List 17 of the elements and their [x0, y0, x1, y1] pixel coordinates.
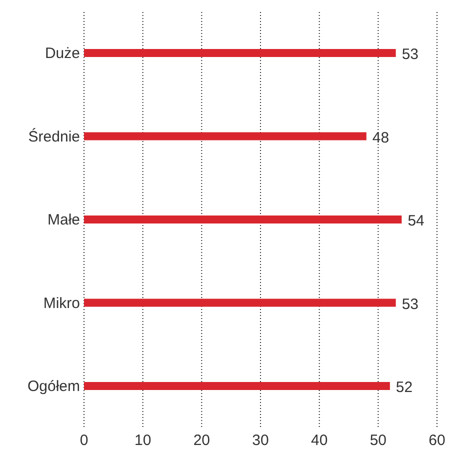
- x-tick-label: 40: [310, 432, 328, 449]
- data-label: 53: [402, 296, 419, 313]
- x-tick-label: 30: [252, 432, 269, 449]
- x-tick-label: 10: [134, 432, 152, 449]
- data-label: 48: [372, 129, 390, 146]
- data-label: 54: [408, 212, 424, 230]
- x-tick-label: 20: [193, 432, 210, 449]
- y-tick-label: Mikro: [43, 294, 80, 312]
- y-tick-label: Średnie: [28, 127, 80, 146]
- y-tick-label: Ogółem: [27, 378, 80, 395]
- x-tick-label: 0: [80, 432, 88, 449]
- x-tick-label: 50: [370, 432, 387, 449]
- data-label: 52: [396, 379, 413, 396]
- y-tick-label: Duże: [44, 45, 80, 62]
- y-tick-label: Małe: [47, 212, 80, 228]
- x-tick-label: 60: [428, 432, 446, 449]
- data-label: 53: [402, 46, 419, 63]
